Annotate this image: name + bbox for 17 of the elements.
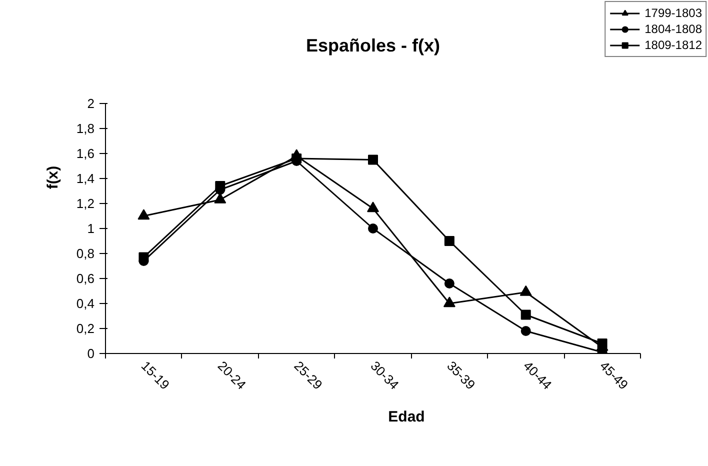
y-tick-label: 0,4 [76, 296, 95, 311]
y-tick-label: 0,8 [76, 246, 95, 261]
y-tick-label: 1,8 [76, 121, 95, 136]
legend-label: 1804-1808 [644, 22, 702, 36]
y-tick-label: 0 [87, 346, 95, 361]
y-tick-label: 1,6 [76, 146, 95, 161]
y-tick-label: 0,2 [76, 321, 95, 336]
legend-label: 1809-1812 [644, 38, 702, 52]
legend-label: 1799-1803 [644, 6, 702, 20]
chart-title: Españoles - f(x) [306, 36, 440, 56]
y-axis-title: f(x) [44, 166, 62, 190]
x-axis-title: Edad [388, 408, 425, 426]
y-tick-label: 1,2 [76, 196, 95, 211]
y-tick-label: 1 [87, 221, 95, 236]
y-tick-label: 1,4 [76, 171, 95, 186]
y-tick-label: 0,6 [76, 271, 95, 286]
y-tick-label: 2 [87, 96, 95, 111]
